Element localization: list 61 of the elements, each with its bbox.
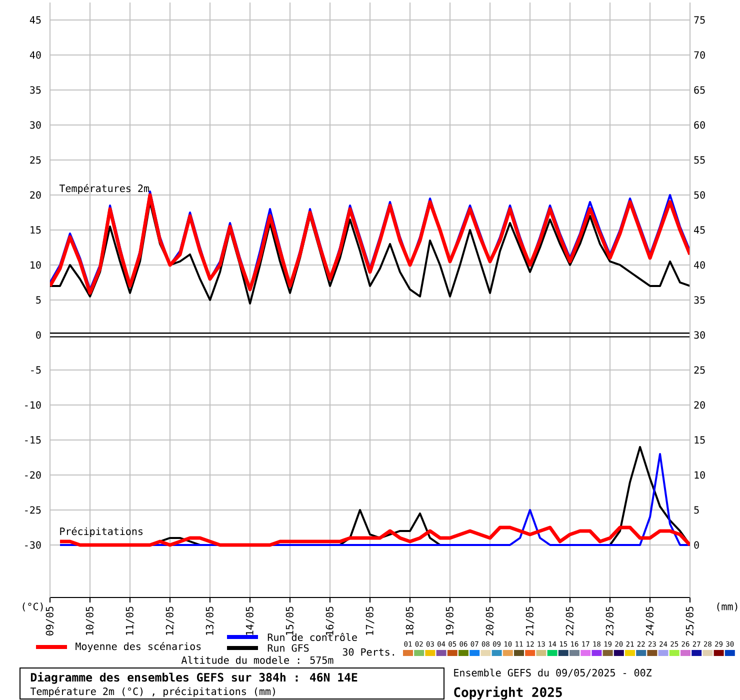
x-tick-label: 20/05 bbox=[486, 606, 494, 636]
x-tick-label: 18/05 bbox=[406, 606, 414, 635]
x-tick-label: 24/05 bbox=[646, 606, 654, 636]
y-tick-label: 5 bbox=[36, 296, 41, 304]
x-tick-label: 12/05 bbox=[166, 606, 174, 635]
y2-tick-label: 35 bbox=[694, 296, 705, 304]
y-tick-label: 10 bbox=[30, 261, 41, 269]
x-tick-label: 14/05 bbox=[246, 606, 254, 635]
y2-tick-label: 55 bbox=[694, 156, 705, 164]
x-tick-label: 09/05 bbox=[46, 606, 54, 636]
y2-tick-label: 75 bbox=[694, 16, 705, 24]
y-tick-label: -5 bbox=[31, 366, 41, 374]
annotation: Températures 2m bbox=[59, 184, 150, 194]
y2-tick-label: 15 bbox=[694, 436, 705, 444]
y2-tick-label: 50 bbox=[694, 191, 705, 199]
x-tick-label: 16/05 bbox=[326, 606, 334, 635]
text: Copyright 2025 bbox=[454, 686, 562, 700]
y-tick-label: -10 bbox=[25, 401, 41, 409]
y2-tick-label: 70 bbox=[694, 51, 705, 59]
y2-tick-label: 20 bbox=[694, 401, 705, 409]
text: Altitude du modele : 575m bbox=[181, 656, 334, 664]
y2-tick-label: 25 bbox=[694, 366, 705, 374]
x-tick-label: 17/05 bbox=[366, 606, 374, 635]
y2-tick-label: 30 bbox=[694, 331, 705, 339]
y-tick-label: -15 bbox=[25, 436, 41, 444]
y2-tick-label: 45 bbox=[694, 226, 705, 234]
y-tick-label: -20 bbox=[25, 471, 41, 479]
y-tick-label: 45 bbox=[30, 16, 41, 24]
text: Température 2m (°C) , précipitations (mm) bbox=[30, 686, 275, 698]
y-tick-label: -30 bbox=[25, 541, 41, 549]
y2-tick-label: 40 bbox=[694, 261, 705, 269]
legend-label: Run GFS bbox=[268, 644, 309, 652]
x-tick-label: 13/05 bbox=[206, 606, 214, 635]
y-tick-label: 0 bbox=[36, 331, 41, 339]
x-tick-label: 15/05 bbox=[286, 606, 294, 635]
text: Diagramme des ensembles GEFS sur 384h : 46N 14E bbox=[30, 672, 358, 684]
y-tick-label: 25 bbox=[30, 156, 41, 164]
y-tick-label: -25 bbox=[25, 506, 41, 514]
annotation: Précipitations bbox=[60, 526, 142, 538]
y-tick-label: 20 bbox=[30, 191, 41, 199]
y-tick-label: 15 bbox=[30, 226, 41, 234]
x-tick-label: 19/05 bbox=[446, 606, 454, 635]
y2-tick-label: 60 bbox=[694, 121, 705, 129]
text: Ensemble GEFS du 09/05/2025 - 00Z bbox=[454, 668, 652, 678]
legend-label: Moyenne des scénarios bbox=[76, 642, 201, 652]
y-tick-label: 30 bbox=[30, 121, 41, 129]
x-tick-label: 21/05 bbox=[526, 606, 534, 636]
x-tick-label: 25/05 bbox=[686, 606, 694, 636]
y-axis-title: (°C) bbox=[22, 602, 43, 612]
x-tick-label: 10/05 bbox=[86, 606, 94, 635]
x-tick-label: 22/05 bbox=[566, 606, 574, 636]
y2-tick-label: 5 bbox=[694, 506, 699, 514]
y2-axis-title: (mm) bbox=[717, 602, 738, 612]
x-tick-label: 11/05 bbox=[126, 606, 134, 635]
y2-tick-label: 0 bbox=[694, 541, 699, 549]
y2-tick-label: 65 bbox=[694, 86, 705, 94]
y-tick-label: 40 bbox=[30, 51, 41, 59]
text: 30 Perts. bbox=[342, 648, 394, 656]
y-tick-label: 35 bbox=[30, 86, 41, 94]
y2-tick-label: 10 bbox=[694, 471, 705, 479]
x-tick-label: 23/05 bbox=[606, 606, 614, 636]
